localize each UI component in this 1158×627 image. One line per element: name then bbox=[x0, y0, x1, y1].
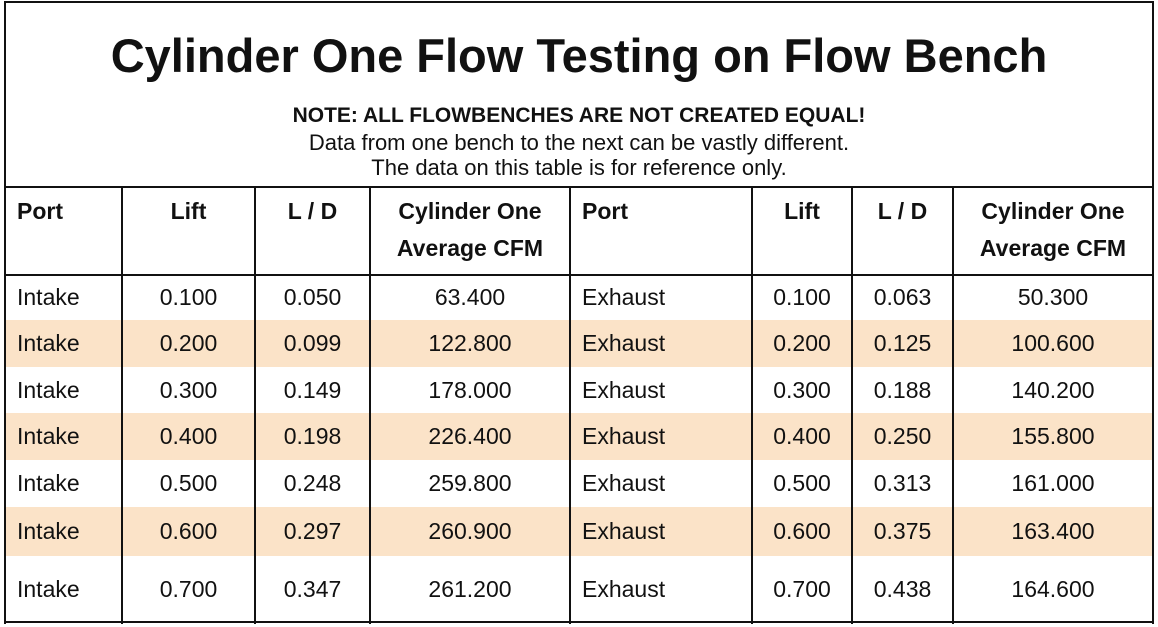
border-line bbox=[1152, 2, 1154, 624]
table-cell: 100.600 bbox=[1011, 330, 1095, 356]
table-cell: 50.300 bbox=[1017, 284, 1089, 310]
table-cell: 0.099 bbox=[283, 330, 342, 356]
border-line bbox=[4, 186, 1154, 188]
column-header: Port bbox=[582, 187, 752, 275]
border-line bbox=[4, 2, 6, 624]
table-cell: Intake bbox=[17, 518, 80, 544]
table-cell: Exhaust bbox=[582, 330, 666, 356]
row-shade bbox=[5, 507, 1153, 556]
table-cell: 260.900 bbox=[428, 518, 512, 544]
header-line: Average CFM bbox=[979, 235, 1127, 261]
border-line bbox=[751, 187, 753, 624]
table-cell: 0.438 bbox=[873, 575, 932, 602]
table-cell: 0.149 bbox=[283, 376, 342, 403]
table-cell: Exhaust bbox=[582, 470, 666, 496]
table-cell: Intake bbox=[17, 284, 80, 310]
column-header: Cylinder One Average CFM bbox=[953, 187, 1153, 275]
border-line bbox=[121, 187, 123, 624]
table-cell: 259.800 bbox=[428, 470, 512, 496]
table-cell: 0.198 bbox=[283, 423, 342, 449]
header-line: Port bbox=[17, 198, 63, 224]
table-cell: 122.800 bbox=[428, 330, 512, 356]
table-cell: 0.600 bbox=[773, 518, 831, 544]
row-shade bbox=[5, 320, 1153, 367]
table-cell: 155.800 bbox=[1011, 423, 1095, 449]
table-cell: Exhaust bbox=[582, 518, 666, 544]
table-cell: 0.375 bbox=[873, 518, 932, 544]
column-header: Lift bbox=[122, 187, 255, 275]
table-cell: 0.600 bbox=[159, 518, 218, 544]
table-cell: 226.400 bbox=[428, 423, 512, 449]
border-line bbox=[851, 187, 853, 624]
note: NOTE: ALL FLOWBENCHES ARE NOT CREATED EQ… bbox=[292, 104, 866, 127]
table-cell: 161.000 bbox=[1011, 470, 1095, 496]
row-shade bbox=[5, 413, 1153, 460]
table-cell: 0.500 bbox=[773, 470, 831, 496]
title: Cylinder One Flow Testing on Flow Bench bbox=[110, 29, 1048, 82]
table-cell: 163.400 bbox=[1011, 518, 1095, 544]
column-header: L / D bbox=[852, 187, 953, 275]
table-cell: Exhaust bbox=[582, 423, 666, 449]
border-line bbox=[4, 1, 1154, 3]
table-cell: Intake bbox=[17, 330, 80, 356]
header-line: Port bbox=[582, 198, 628, 224]
table-cell: 261.200 bbox=[428, 575, 512, 602]
header-line: L / D bbox=[287, 198, 338, 224]
table-cell: 0.125 bbox=[873, 330, 932, 356]
column-header: Cylinder One Average CFM bbox=[370, 187, 570, 275]
table-cell: 178.000 bbox=[428, 376, 512, 403]
table-cell: 0.200 bbox=[773, 330, 831, 356]
table-cell: 0.250 bbox=[873, 423, 932, 449]
table-cell: 0.400 bbox=[773, 423, 831, 449]
header-line: Lift bbox=[170, 198, 207, 224]
table-cell: Intake bbox=[17, 575, 80, 602]
table-cell: Exhaust bbox=[582, 575, 666, 602]
table-cell: Intake bbox=[17, 376, 80, 403]
note-line: Data from one bench to the next can be v… bbox=[308, 130, 850, 155]
table-cell: 0.313 bbox=[873, 470, 932, 496]
border-line bbox=[4, 274, 1154, 276]
table-cell: 140.200 bbox=[1011, 376, 1095, 403]
table-cell: 0.347 bbox=[283, 575, 342, 602]
header-line: Average CFM bbox=[396, 235, 544, 261]
column-header: Lift bbox=[752, 187, 852, 275]
border-line bbox=[254, 187, 256, 624]
table-cell: 0.063 bbox=[873, 284, 932, 310]
note-line: The data on this table is for reference … bbox=[371, 155, 787, 180]
border-line bbox=[952, 187, 954, 624]
table-cell: 0.100 bbox=[159, 284, 218, 310]
header-line: L / D bbox=[877, 198, 928, 224]
column-header: L / D bbox=[255, 187, 370, 275]
column-header: Port bbox=[17, 187, 122, 275]
border-line bbox=[369, 187, 371, 624]
table-cell: Intake bbox=[17, 470, 80, 496]
table-cell: 0.700 bbox=[773, 575, 831, 602]
border-line bbox=[4, 621, 1154, 623]
table-cell: 0.400 bbox=[159, 423, 218, 449]
header-line: Lift bbox=[784, 198, 820, 224]
table-cell: 0.200 bbox=[159, 330, 218, 356]
table-cell: 0.100 bbox=[773, 284, 831, 310]
table-cell: 0.050 bbox=[283, 284, 342, 310]
table-cell: 0.500 bbox=[159, 470, 218, 496]
border-line bbox=[569, 187, 571, 624]
table-cell: 0.188 bbox=[873, 376, 932, 403]
table-cell: Exhaust bbox=[582, 284, 666, 310]
header-line: Cylinder One bbox=[398, 198, 542, 224]
header-line: Cylinder One bbox=[981, 198, 1125, 224]
table-cell: 0.700 bbox=[159, 575, 218, 602]
table-cell: 63.400 bbox=[434, 284, 506, 310]
table-cell: Intake bbox=[17, 423, 80, 449]
table-cell: 0.297 bbox=[283, 518, 342, 544]
table-cell: Exhaust bbox=[582, 376, 666, 403]
table-cell: 0.300 bbox=[773, 376, 831, 403]
table-cell: 0.248 bbox=[283, 470, 342, 496]
table-cell: 164.600 bbox=[1011, 575, 1095, 602]
table-cell: 0.300 bbox=[159, 376, 218, 403]
